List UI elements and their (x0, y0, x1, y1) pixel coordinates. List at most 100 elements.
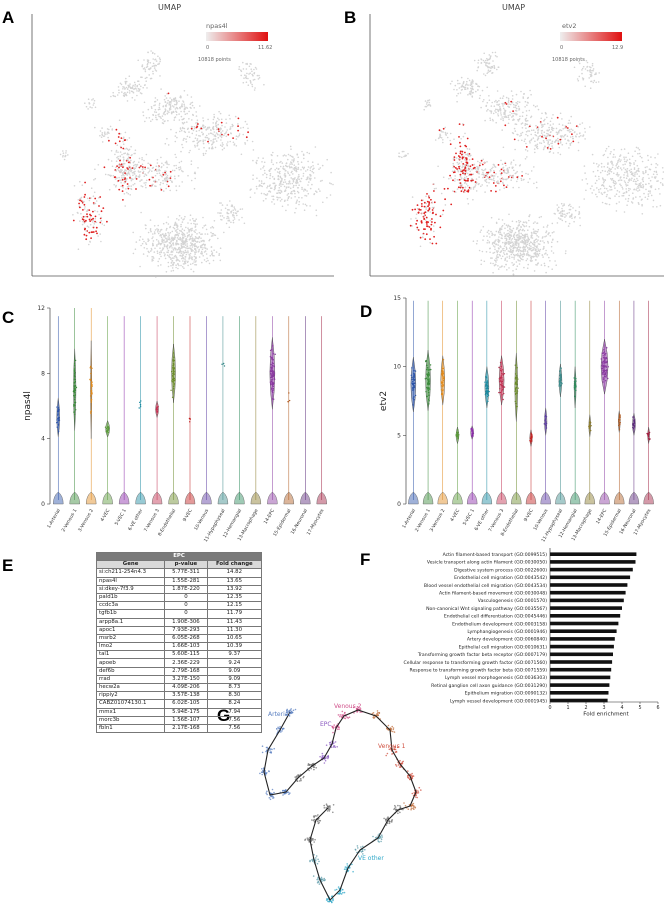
umap-point (499, 189, 501, 191)
umap-point (214, 135, 217, 138)
umap-point (142, 168, 144, 170)
umap-point (508, 250, 511, 253)
umap-point (309, 178, 311, 181)
umap-point (506, 167, 509, 170)
umap-point (258, 180, 261, 182)
umap-point (521, 115, 524, 117)
umap-point (178, 260, 181, 262)
umap-point (569, 122, 572, 124)
umap-point (135, 88, 137, 90)
umap-point (512, 270, 514, 272)
umap-point (584, 85, 586, 88)
umap-point (118, 119, 121, 122)
umap-point (156, 244, 158, 246)
umap-point (522, 255, 524, 258)
umap-point (193, 255, 196, 258)
umap-point (658, 188, 660, 190)
umap-point (593, 162, 595, 164)
umap-point (192, 270, 195, 273)
umap-point (185, 251, 188, 254)
umap-point (543, 134, 546, 137)
umap-point (166, 247, 169, 250)
umap-point (589, 87, 592, 89)
umap-point-high (122, 166, 124, 169)
violin-point (441, 374, 444, 376)
umap-point (115, 160, 118, 162)
violin-point (457, 431, 459, 434)
umap-point (536, 253, 538, 255)
umap-point (205, 260, 208, 263)
violin-base (85, 491, 97, 505)
umap-point (180, 242, 183, 245)
umap-point (468, 148, 471, 150)
umap-point (532, 243, 534, 245)
violin-point (90, 399, 92, 401)
umap-point (525, 127, 527, 129)
violin-point (57, 423, 60, 425)
violin-point (471, 430, 473, 432)
umap-point (601, 169, 604, 172)
umap-point (429, 219, 432, 222)
umap-point (128, 75, 131, 77)
umap-point (187, 234, 189, 237)
umap-point-high (416, 204, 419, 207)
umap-point (186, 94, 189, 96)
umap-point (249, 81, 252, 83)
umap-point (226, 143, 228, 145)
umap-point (194, 172, 197, 175)
umap-point (195, 122, 197, 124)
umap-point-high (424, 238, 427, 241)
umap-point (653, 170, 656, 173)
umap-point (134, 149, 137, 151)
umap-point (502, 249, 505, 252)
umap-point (143, 175, 146, 177)
umap-point (278, 184, 281, 186)
umap-point (548, 129, 551, 131)
umap-point (295, 201, 298, 203)
umap-point (641, 156, 643, 159)
umap-point (556, 133, 559, 136)
umap-point (525, 130, 528, 133)
umap-point (182, 256, 184, 259)
umap-point (535, 259, 537, 261)
umap-point (284, 179, 286, 181)
umap-point (549, 235, 552, 237)
umap-point (167, 261, 170, 264)
umap-point (157, 108, 160, 111)
umap-point (154, 64, 156, 67)
umap-point (223, 217, 225, 219)
violin-point (413, 374, 416, 376)
violin-point (105, 427, 108, 430)
umap-point (221, 204, 224, 206)
umap-point (566, 135, 569, 137)
umap-point (536, 245, 539, 247)
umap-point (662, 171, 664, 173)
umap-point (217, 212, 219, 214)
umap-point (496, 55, 498, 58)
violin-point (57, 417, 60, 419)
umap-point (206, 136, 209, 139)
umap-point (488, 54, 491, 56)
umap-point (211, 225, 214, 228)
umap-point (534, 105, 537, 108)
umap-point (460, 178, 463, 180)
umap-point (154, 97, 157, 99)
umap-point (178, 166, 180, 169)
umap-point (309, 169, 312, 172)
umap-point (284, 164, 287, 167)
umap-point (509, 111, 511, 113)
umap-point (130, 159, 132, 162)
umap-point (499, 245, 502, 247)
umap-point (141, 158, 143, 161)
violin-point (426, 368, 428, 371)
umap-point (167, 99, 169, 102)
umap-point (535, 124, 537, 127)
umap-point (507, 116, 510, 119)
umap-point (518, 118, 521, 120)
umap-point (497, 265, 499, 267)
umap-point (549, 120, 552, 123)
umap-point (518, 186, 520, 189)
umap-point (623, 148, 626, 150)
umap-point (118, 91, 120, 94)
umap-point (556, 208, 559, 210)
